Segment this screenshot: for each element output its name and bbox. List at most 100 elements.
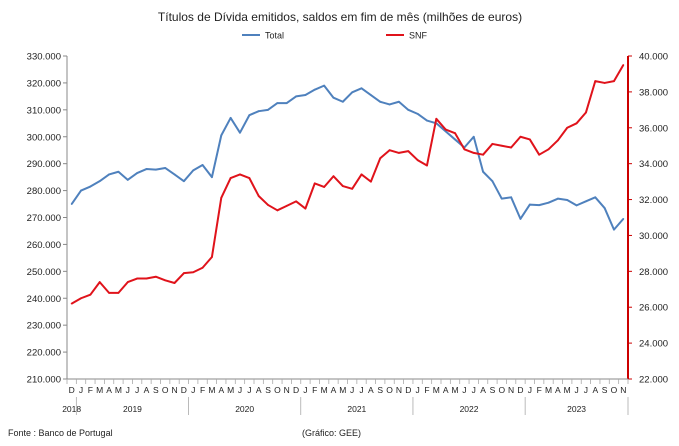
series-layer	[70, 64, 625, 305]
data-point-total	[108, 173, 110, 176]
data-point-snf	[585, 111, 587, 114]
x-axis-month-label: N	[396, 385, 402, 395]
data-point-total	[594, 196, 597, 199]
data-point-snf	[276, 209, 279, 212]
x-axis-month-label: F	[200, 385, 205, 395]
x-axis-month-label: S	[265, 385, 271, 395]
data-point-total	[304, 94, 307, 96]
data-point-total	[239, 131, 241, 134]
data-point-total	[603, 207, 606, 209]
data-point-snf	[603, 82, 606, 84]
x-axis-month-label: J	[359, 385, 363, 395]
data-point-total	[407, 108, 410, 111]
x-axis-year-label: 2020	[235, 404, 254, 414]
data-point-total	[229, 117, 232, 119]
data-point-total	[575, 204, 578, 207]
data-point-total	[491, 180, 494, 183]
x-axis-month-label: M	[451, 385, 458, 395]
data-point-total	[201, 164, 204, 166]
x-axis-month-label: M	[96, 385, 103, 395]
data-point-total	[388, 103, 391, 106]
x-axis-month-label: S	[602, 385, 608, 395]
x-axis-month-label: J	[584, 385, 588, 395]
legend: Total SNF	[242, 31, 428, 41]
right-axis-tick-label: 34.000	[639, 159, 668, 170]
data-point-total	[220, 134, 223, 137]
series-line-snf	[71, 64, 625, 305]
data-point-snf	[482, 153, 484, 156]
data-point-total	[117, 170, 120, 173]
data-point-total	[211, 176, 213, 179]
right-axis-tick-label: 36.000	[639, 123, 668, 134]
x-axis-month-label: S	[153, 385, 159, 395]
x-axis-month-label: J	[238, 385, 242, 395]
source-note: Fonte : Banco de Portugal	[8, 428, 113, 438]
x-axis-month-label: A	[368, 385, 374, 395]
data-point-total	[622, 217, 625, 220]
left-axis-tick-label: 230.000	[27, 321, 61, 332]
x-axis-month-label: S	[490, 385, 496, 395]
data-point-total	[547, 201, 550, 204]
x-axis-year-label: 2023	[567, 404, 586, 414]
data-point-snf	[80, 297, 82, 300]
data-point-total	[341, 100, 344, 103]
data-point-total	[89, 185, 92, 188]
x-axis-month-label: A	[144, 385, 150, 395]
x-axis-month-label: A	[592, 385, 598, 395]
left-axis-tick-label: 310.000	[27, 105, 61, 116]
x-axis-month-label: N	[171, 385, 177, 395]
data-point-total	[585, 200, 587, 203]
data-point-total	[126, 178, 129, 181]
data-point-total	[528, 203, 531, 206]
x-axis-month-label: J	[135, 385, 139, 395]
x-axis-month-label: M	[564, 385, 571, 395]
x-axis-month-label: D	[181, 385, 187, 395]
left-axis-tick-label: 290.000	[27, 159, 61, 170]
x-axis-month-label: J	[191, 385, 195, 395]
legend-snf-label: SNF	[409, 31, 428, 41]
data-point-snf	[126, 281, 129, 283]
x-axis-month-label: O	[611, 385, 618, 395]
left-axis-tick-label: 260.000	[27, 240, 61, 251]
right-axis-tick-label: 40.000	[639, 52, 668, 63]
x-axis-month-label: J	[247, 385, 251, 395]
data-point-snf	[435, 117, 438, 120]
data-point-total	[70, 203, 73, 205]
left-axis-tick-label: 270.000	[27, 213, 61, 224]
data-point-total	[454, 138, 456, 141]
data-point-total	[145, 168, 148, 170]
data-point-snf	[295, 200, 297, 203]
x-axis-month-label: A	[106, 385, 112, 395]
data-point-snf	[248, 177, 251, 179]
data-point-snf	[257, 195, 260, 197]
x-axis-month-label: N	[620, 385, 626, 395]
chart-title: Títulos de Dívida emitidos, saldos em fi…	[158, 10, 522, 24]
data-point-total	[566, 199, 569, 201]
data-point-snf	[594, 80, 597, 83]
x-axis-month-label: D	[517, 385, 523, 395]
data-point-snf	[323, 186, 326, 188]
data-point-snf	[538, 153, 541, 156]
data-point-snf	[500, 144, 503, 147]
x-axis-month-label: O	[162, 385, 169, 395]
x-axis-year-label: 2022	[460, 404, 479, 414]
data-point-snf	[556, 139, 559, 142]
data-point-snf	[220, 196, 223, 199]
left-axis-tick-label: 220.000	[27, 348, 61, 359]
data-point-total	[257, 110, 260, 113]
data-point-total	[444, 130, 447, 133]
x-axis-month-label: D	[293, 385, 299, 395]
right-axis-tick-label: 26.000	[639, 303, 668, 314]
x-axis-month-label: A	[480, 385, 486, 395]
x-axis-month-label: A	[443, 385, 449, 395]
data-point-snf	[575, 122, 578, 125]
data-point-snf	[267, 204, 269, 206]
data-point-total	[154, 168, 157, 171]
data-point-total	[182, 180, 185, 183]
data-point-total	[192, 169, 195, 172]
data-point-total	[98, 180, 101, 183]
data-point-total	[398, 100, 400, 103]
data-point-snf	[341, 185, 344, 187]
x-axis-month-label: J	[416, 385, 420, 395]
